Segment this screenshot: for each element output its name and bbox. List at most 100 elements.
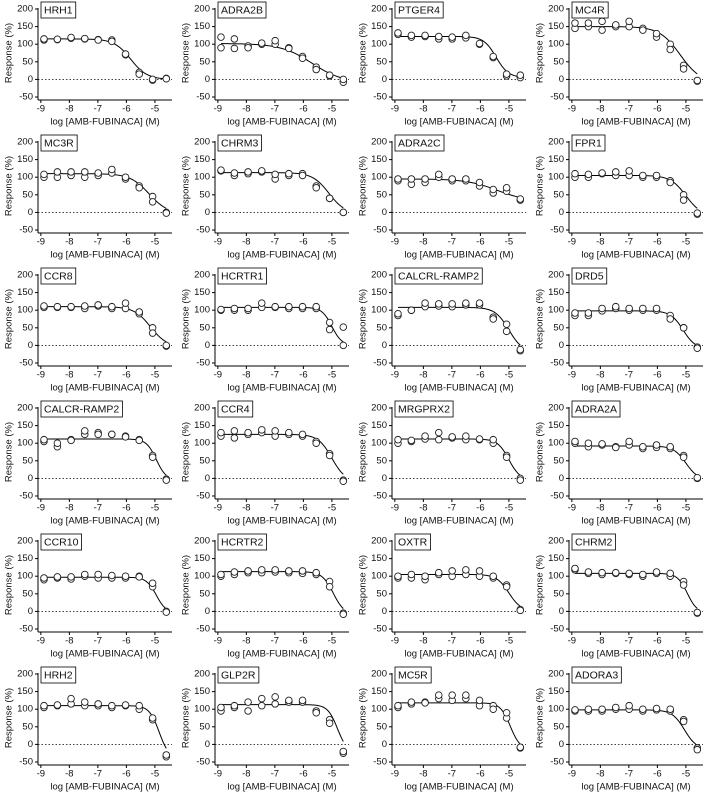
data-point (81, 34, 89, 43)
data-point (421, 175, 429, 183)
data-point (448, 33, 456, 41)
x-tick-label: -5 (328, 636, 336, 647)
data-point (121, 572, 130, 580)
panel-title: CALCRL-RAMP2 (398, 270, 479, 282)
y-tick-label: 50 (553, 721, 564, 732)
data-point (598, 705, 606, 713)
data-point (258, 701, 266, 710)
data-point (475, 178, 484, 187)
y-tick-label: 150 (371, 686, 387, 697)
panel-title: HCRTR1 (221, 270, 264, 282)
y-tick-label: -50 (550, 358, 564, 369)
data-point (475, 299, 484, 307)
y-tick-label: -50 (373, 92, 387, 103)
data-point (53, 573, 62, 581)
data-point (40, 302, 48, 310)
data-point (67, 168, 75, 176)
data-point (612, 443, 620, 452)
x-axis-title: log [AMB-FUBINACA] (M) (404, 383, 513, 394)
y-tick-label: 50 (199, 56, 210, 67)
data-point (489, 52, 497, 61)
data-point (435, 32, 443, 41)
panel-title: ADRA2B (221, 4, 263, 16)
x-tick-label: -6 (653, 370, 661, 381)
y-tick-label: -50 (196, 491, 210, 502)
panel-title: GLP2R (221, 669, 256, 681)
data-point (121, 173, 130, 181)
data-point (421, 299, 429, 307)
panel-title: HRH2 (44, 669, 73, 681)
title-box (571, 267, 608, 285)
data-point (148, 453, 157, 462)
data-point (108, 37, 116, 46)
y-tick-label: 100 (194, 438, 210, 449)
data-point (598, 568, 606, 577)
panel: -50 0 50 100 150 200 -9 -8 -7 -6 -5 log [AMB-FUBINA… (358, 666, 526, 793)
x-axis-title: log [AMB-FUBINACA] (M) (581, 516, 690, 527)
y-tick-label: 150 (194, 287, 210, 298)
y-tick-label: 100 (17, 172, 33, 183)
data-point (666, 45, 674, 54)
panel-title: MC5R (398, 669, 428, 681)
panel: -50 0 50 100 150 200 -9 -8 -7 -6 -5 log [AMB-FUBINA… (181, 666, 349, 793)
x-axis-title: log [AMB-FUBINACA] (M) (227, 516, 336, 527)
y-axis-title: Response (%) (358, 289, 369, 349)
y-axis-title: Response (%) (358, 23, 369, 83)
data-point (67, 436, 75, 445)
y-tick-label: -50 (19, 358, 33, 369)
y-tick-label: 200 (194, 270, 210, 281)
y-tick-label: -50 (550, 225, 564, 236)
data-point (325, 194, 334, 203)
data-point (421, 572, 429, 580)
data-point (475, 39, 484, 48)
y-tick-label: 100 (548, 39, 564, 50)
data-point (693, 473, 702, 482)
y-tick-label: 100 (548, 571, 564, 582)
fit-curve (43, 705, 167, 749)
data-point (217, 43, 225, 52)
data-point (407, 436, 416, 445)
x-axis-title: log [AMB-FUBINACA] (M) (581, 383, 690, 394)
data-point (135, 436, 143, 445)
data-point (448, 175, 456, 183)
title-box (394, 533, 431, 551)
y-axis-title: Response (%) (358, 688, 369, 748)
data-point (67, 573, 75, 581)
data-point (584, 170, 593, 179)
y-tick-label: 200 (371, 270, 387, 281)
y-tick-label: 150 (17, 21, 33, 32)
data-point (448, 691, 456, 699)
y-tick-label: 0 (205, 340, 210, 351)
data-point (40, 35, 48, 43)
x-tick-label: -8 (65, 237, 73, 248)
x-tick-label: -8 (242, 104, 250, 115)
data-point (53, 302, 62, 311)
x-tick-label: -5 (328, 237, 336, 248)
panel: -50 0 50 100 150 200 -9 -8 -7 -6 -5 log [AMB-FUBINA… (535, 267, 703, 394)
y-tick-label: 150 (548, 686, 564, 697)
data-point (625, 437, 633, 446)
x-tick-label: -8 (65, 104, 73, 115)
data-point (421, 699, 429, 707)
data-point (652, 304, 661, 313)
x-tick-label: -7 (271, 503, 279, 514)
data-point (435, 435, 443, 444)
data-point (298, 54, 307, 63)
data-point (135, 308, 143, 316)
data-point (339, 747, 348, 756)
fit-curve (397, 306, 521, 346)
data-point (94, 570, 102, 579)
data-point (462, 691, 470, 699)
data-point (571, 309, 579, 317)
y-tick-label: 150 (371, 420, 387, 431)
y-tick-label: -50 (19, 624, 33, 635)
data-point (148, 329, 157, 337)
fit-curve (574, 445, 698, 476)
y-tick-label: 150 (194, 553, 210, 564)
fit-curve (397, 573, 521, 607)
title-box (217, 666, 260, 684)
y-tick-label: 0 (205, 606, 210, 617)
fit-curve (574, 26, 698, 75)
x-tick-label: -8 (65, 370, 73, 381)
fit-curve (397, 35, 521, 78)
